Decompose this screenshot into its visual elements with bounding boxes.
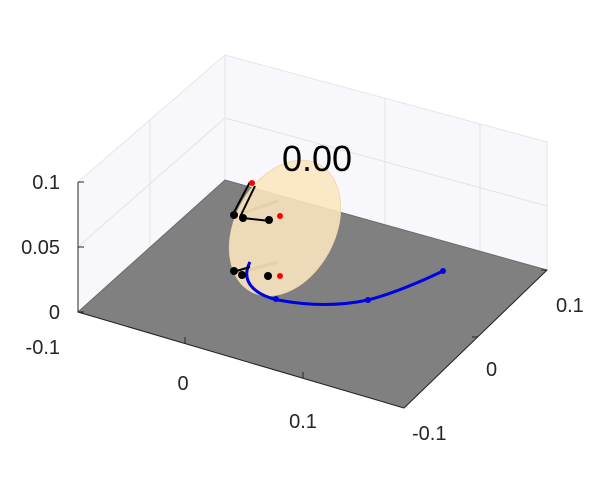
x-tick-label: 0 — [177, 373, 188, 395]
z-tick-label: 0.1 — [32, 172, 60, 194]
time-label: 0.00 — [282, 138, 352, 179]
y-tick-label: -0.1 — [412, 423, 446, 445]
trajectory-curve — [245, 261, 444, 306]
trajectory-point — [440, 268, 446, 274]
x-tick-label: 0.1 — [289, 411, 317, 433]
trajectory-point — [273, 296, 279, 302]
tick-marks — [78, 181, 547, 378]
y-tick-label: 0 — [486, 359, 497, 381]
contact-points — [230, 211, 273, 280]
tilted-disc — [228, 159, 342, 297]
grid-lines — [77, 98, 548, 252]
z-tick-label: 0 — [49, 302, 60, 324]
y-tick-label: 0.1 — [556, 295, 584, 317]
z-tick-label: -0.1 — [26, 337, 60, 359]
contact-force-arrows-faint — [237, 199, 279, 275]
trajectory-point — [365, 297, 371, 303]
force-tips — [249, 180, 283, 279]
z-tick-label: 0.05 — [21, 237, 60, 259]
